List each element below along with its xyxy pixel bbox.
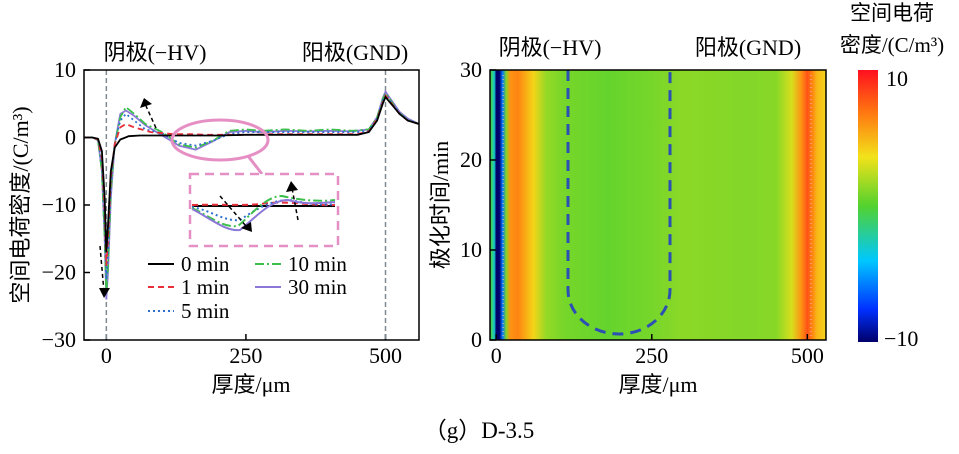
legend-label: 5 min [181, 299, 230, 323]
y-tick-label: −20 [42, 260, 76, 285]
y-tick-label: −30 [42, 327, 76, 352]
series-lines [84, 89, 419, 300]
arrow-heads [99, 98, 298, 298]
heatmap-x-tick-label: 250 [635, 343, 668, 368]
y-tick-label: 0 [65, 125, 76, 150]
cathode-label: 阴极(−HV) [104, 40, 207, 65]
arrow-down-cathode [99, 245, 105, 293]
heatmap-field [490, 70, 826, 340]
heatmap-cathode-label: 阴极(−HV) [499, 35, 602, 60]
heatmap-y-tick-label: 10 [460, 237, 482, 262]
heatmap-y-tick-label: 30 [460, 57, 482, 82]
legend-label: 0 min [181, 252, 230, 276]
legend-label: 1 min [181, 275, 230, 299]
colorbar-title-line1: 空间电荷 [850, 1, 934, 25]
colorbar-title-line2: 密度/(C/m³) [840, 33, 944, 57]
heatmap-frame [489, 69, 827, 341]
x-tick-label: 0 [101, 343, 112, 368]
heatmap-x-tick-label: 0 [491, 343, 502, 368]
heatmap-x-tick-label: 500 [791, 343, 824, 368]
colorbar-tick-max: 10 [886, 66, 908, 91]
arrow-inset-up [291, 187, 299, 221]
zoom-ellipse [170, 118, 270, 162]
heatmap-y-tick-label: 0 [471, 327, 482, 352]
trend-arrows [99, 105, 299, 293]
inset-curves [191, 194, 336, 232]
line-chart: 阴极(−HV) 阳极(GND) 0 250 500 10 0 −10 −20 −30 空间电荷… [8, 40, 420, 397]
x-tick-label: 500 [369, 343, 402, 368]
heatmap-y-axis-label: 极化时间/min [428, 141, 453, 269]
x-tick-label: 250 [229, 343, 262, 368]
heatmap-anode-label: 阳极(GND) [695, 35, 801, 60]
x-axis-label: 厚度/μm [211, 372, 290, 397]
colorbar [858, 70, 878, 342]
heatmap-axis-ticks: 0 250 500 0 10 20 30 [460, 57, 824, 368]
heatmap-x-axis-label: 厚度/μm [618, 372, 697, 397]
zoom-connector [246, 155, 264, 175]
arrow-up-peak [145, 105, 157, 129]
y-tick-label: −10 [42, 192, 76, 217]
legend-label: 10 min [288, 252, 347, 276]
left-axis-ticks: 0 250 500 10 0 −10 −20 −30 [42, 57, 402, 368]
series-line [84, 95, 419, 253]
figure-caption: （g）D-3.5 [424, 418, 535, 443]
left-plot-frame [83, 69, 420, 341]
y-axis-label: 空间电荷密度/(C/m³) [8, 106, 33, 303]
legend-label: 30 min [288, 275, 347, 299]
y-tick-label: 10 [54, 57, 76, 82]
heatmap-y-tick-label: 20 [460, 147, 482, 172]
dashed-region-outline [566, 70, 672, 336]
anode-label: 阳极(GND) [302, 40, 408, 65]
colorbar-tick-min: −10 [884, 326, 918, 351]
